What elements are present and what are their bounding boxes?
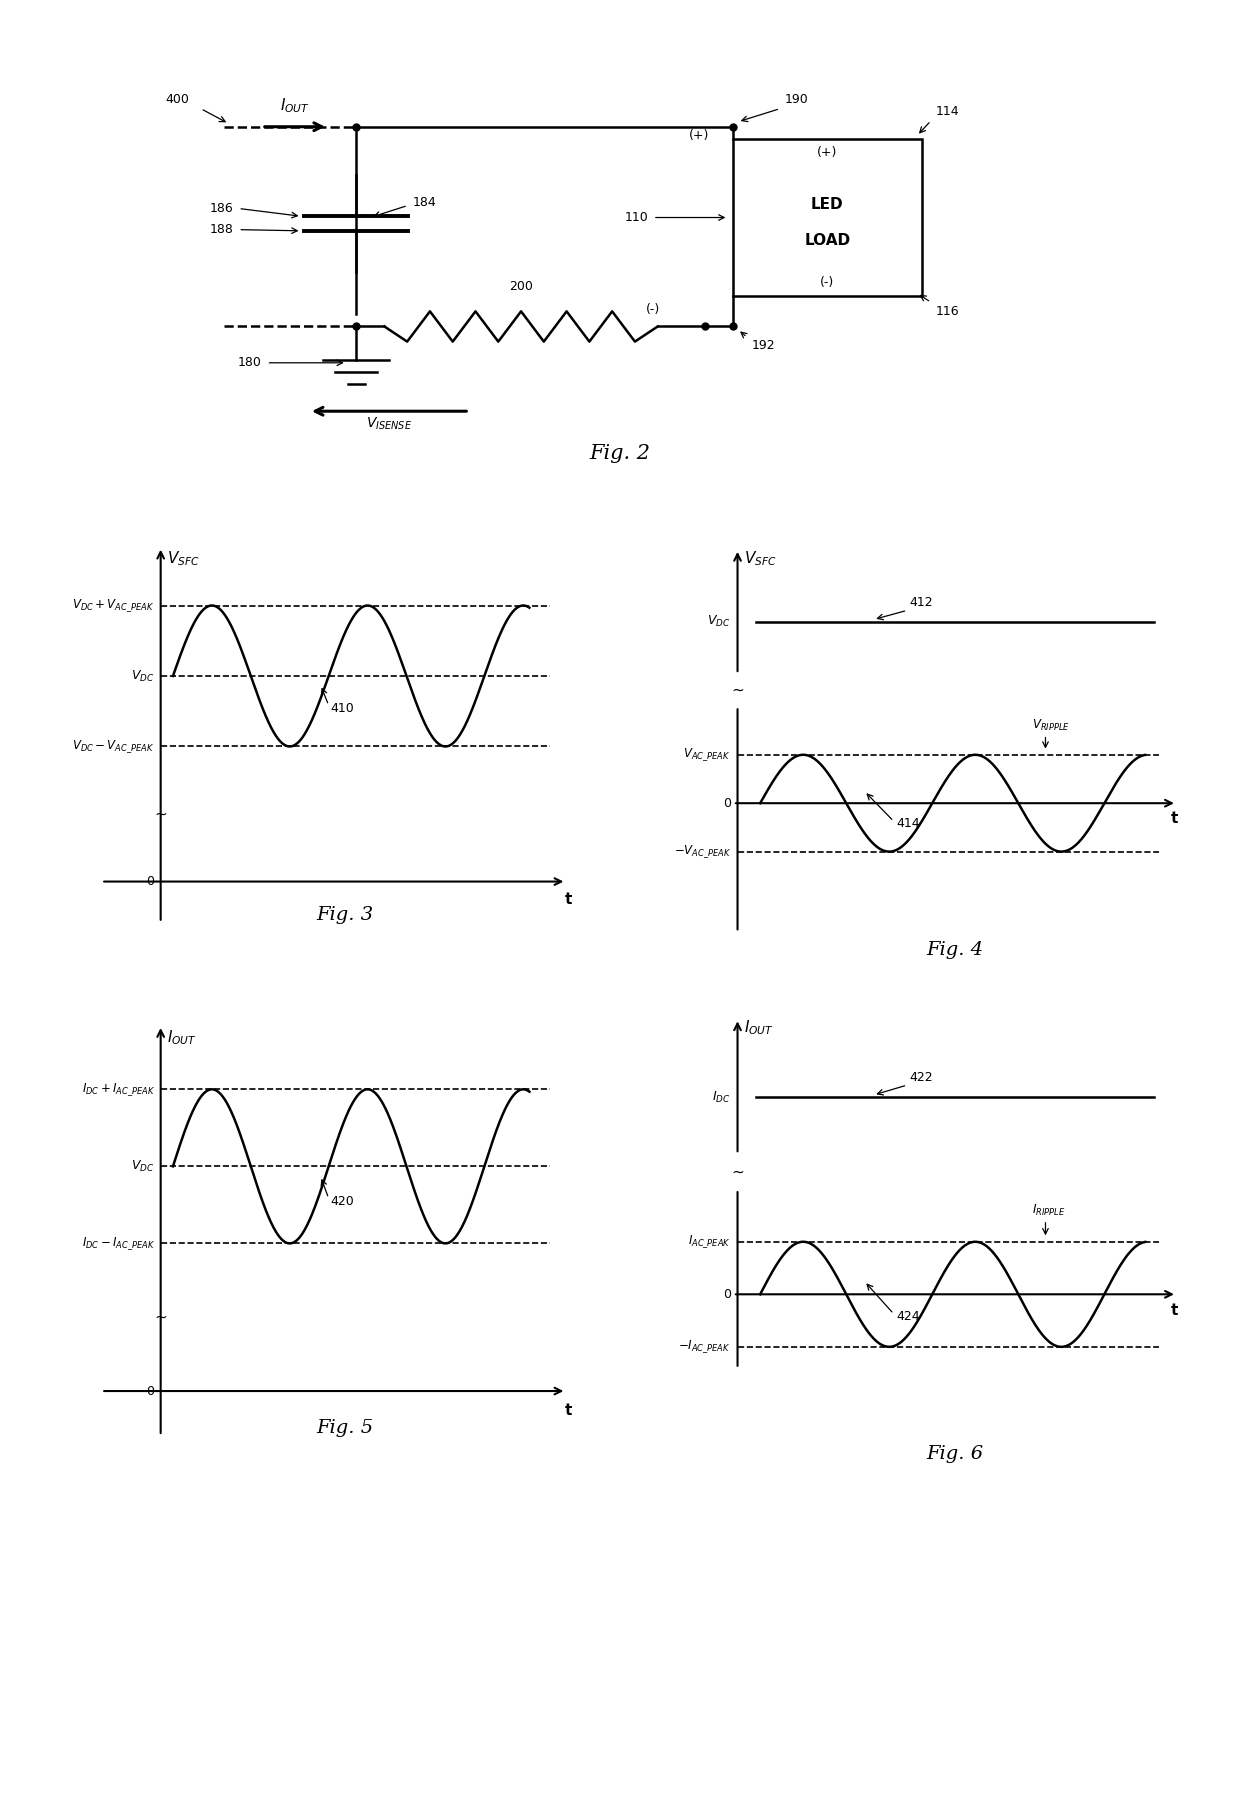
Text: 190: 190 — [785, 92, 808, 106]
Text: $V_{SFC}$: $V_{SFC}$ — [744, 548, 777, 568]
Text: $V_{DC}$: $V_{DC}$ — [131, 669, 155, 683]
Text: $-V_{AC\_PEAK}$: $-V_{AC\_PEAK}$ — [673, 844, 730, 860]
Text: $V_{DC}+V_{AC\_PEAK}$: $V_{DC}+V_{AC\_PEAK}$ — [72, 597, 155, 613]
Text: $V_{DC}-V_{AC\_PEAK}$: $V_{DC}-V_{AC\_PEAK}$ — [72, 737, 155, 755]
Text: t: t — [1171, 1304, 1178, 1318]
Text: Fig. 2: Fig. 2 — [589, 444, 651, 463]
Text: 400: 400 — [165, 92, 188, 106]
Text: $V_{AC\_PEAK}$: $V_{AC\_PEAK}$ — [683, 746, 730, 763]
Text: 200: 200 — [510, 279, 533, 294]
Text: LOAD: LOAD — [805, 233, 851, 249]
Text: $V_{SFC}$: $V_{SFC}$ — [167, 550, 200, 568]
Text: 422: 422 — [910, 1071, 934, 1084]
Text: $I_{OUT}$: $I_{OUT}$ — [280, 96, 310, 115]
Text: $-I_{AC\_PEAK}$: $-I_{AC\_PEAK}$ — [678, 1338, 730, 1356]
Text: 114: 114 — [936, 105, 960, 117]
Text: t: t — [564, 1403, 572, 1417]
Text: $I_{DC}$: $I_{DC}$ — [712, 1089, 730, 1105]
Text: ~: ~ — [732, 1165, 744, 1179]
Text: 0: 0 — [146, 1385, 155, 1397]
Bar — [733, 139, 921, 296]
Text: LED: LED — [811, 197, 843, 211]
Text: 188: 188 — [210, 224, 233, 236]
Text: $V_{ISENSE}$: $V_{ISENSE}$ — [366, 416, 412, 433]
Text: 0: 0 — [723, 1287, 730, 1300]
Text: $V_{RIPPLE}$: $V_{RIPPLE}$ — [1032, 718, 1070, 732]
Text: ~: ~ — [154, 1309, 167, 1325]
Text: (-): (-) — [820, 276, 835, 290]
Text: Fig. 4: Fig. 4 — [926, 941, 983, 959]
Text: $I_{DC}-I_{AC\_PEAK}$: $I_{DC}-I_{AC\_PEAK}$ — [82, 1235, 155, 1251]
Text: $I_{RIPPLE}$: $I_{RIPPLE}$ — [1032, 1203, 1065, 1217]
Text: 414: 414 — [897, 817, 920, 829]
Text: 110: 110 — [625, 211, 649, 224]
Text: $V_{DC}$: $V_{DC}$ — [707, 615, 730, 629]
Text: 412: 412 — [910, 597, 934, 609]
Text: t: t — [564, 892, 572, 907]
Text: 180: 180 — [238, 357, 262, 370]
Text: (-): (-) — [646, 303, 660, 316]
Text: 192: 192 — [751, 339, 775, 352]
Text: 0: 0 — [723, 797, 730, 810]
Text: $V_{DC}$: $V_{DC}$ — [131, 1159, 155, 1174]
Text: 420: 420 — [331, 1195, 355, 1208]
Text: 184: 184 — [413, 197, 436, 209]
Text: 424: 424 — [897, 1309, 920, 1323]
Text: t: t — [1171, 811, 1178, 826]
Text: Fig. 6: Fig. 6 — [926, 1444, 983, 1462]
Text: $I_{DC}+I_{AC\_PEAK}$: $I_{DC}+I_{AC\_PEAK}$ — [82, 1082, 155, 1098]
Text: ~: ~ — [732, 683, 744, 698]
Text: 0: 0 — [146, 874, 155, 889]
Text: 116: 116 — [936, 305, 960, 319]
Text: Fig. 5: Fig. 5 — [316, 1419, 373, 1437]
Text: (+): (+) — [817, 146, 837, 159]
Text: $I_{AC\_PEAK}$: $I_{AC\_PEAK}$ — [688, 1233, 730, 1249]
Text: 410: 410 — [331, 701, 355, 714]
Text: $I_{OUT}$: $I_{OUT}$ — [167, 1028, 197, 1048]
Text: (+): (+) — [689, 130, 709, 142]
Text: 186: 186 — [210, 202, 233, 215]
Text: Fig. 3: Fig. 3 — [316, 905, 373, 923]
Text: $I_{OUT}$: $I_{OUT}$ — [744, 1019, 774, 1037]
Text: ~: ~ — [154, 806, 167, 822]
